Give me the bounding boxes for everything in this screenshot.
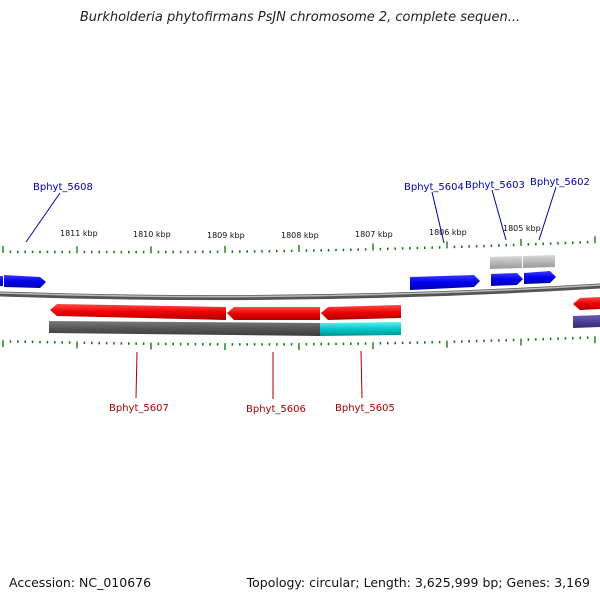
gene-bphyt-5607[interactable] <box>50 304 226 320</box>
gene-feature[interactable] <box>0 276 3 286</box>
gene-label-bphyt-5605[interactable]: Bphyt_5605 <box>335 403 395 414</box>
gene-label-bphyt-5608[interactable]: Bphyt_5608 <box>33 182 93 193</box>
gene-bphyt-5604[interactable] <box>410 275 480 290</box>
gene-label-bphyt-5607[interactable]: Bphyt_5607 <box>109 403 169 414</box>
reverse-gene-labels <box>135 350 363 399</box>
gene-bphyt-5602[interactable] <box>524 271 556 284</box>
gene-bphyt-5605[interactable] <box>321 305 401 320</box>
scale-label: 1805 kbp <box>503 224 541 233</box>
scale-label: 1806 kbp <box>429 228 467 237</box>
cds-feature <box>320 322 401 336</box>
scale-label: 1807 kbp <box>355 230 393 239</box>
gene-label-bphyt-5603[interactable]: Bphyt_5603 <box>465 180 525 191</box>
genome-summary-text: Topology: circular; Length: 3,625,999 bp… <box>246 575 590 590</box>
gene-bphyt-5606[interactable] <box>227 307 320 320</box>
pseudo-feature <box>523 255 555 268</box>
chromosome-backbone <box>0 283 600 301</box>
chromosome-backbone-highlight <box>0 284 600 298</box>
scale-labels: 1811 kbp 1810 kbp 1809 kbp 1808 kbp 1807… <box>60 224 541 240</box>
forward-gene-labels <box>25 186 557 244</box>
cds-feature <box>573 315 600 328</box>
gene-bphyt-5608[interactable] <box>4 275 46 288</box>
gene-label-bphyt-5604[interactable]: Bphyt_5604 <box>404 182 464 193</box>
map-title: Burkholderia phytofirmans PsJN chromosom… <box>79 10 521 25</box>
gene-label-bphyt-5602[interactable]: Bphyt_5602 <box>530 177 590 188</box>
scale-ticks-top <box>2 236 596 254</box>
cds-feature <box>49 321 320 336</box>
scale-label: 1810 kbp <box>133 230 171 239</box>
scale-ticks-bottom <box>2 336 596 351</box>
scale-label: 1809 kbp <box>207 231 245 240</box>
gene-label-bphyt-5606[interactable]: Bphyt_5606 <box>246 404 306 415</box>
scale-label: 1808 kbp <box>281 231 319 240</box>
pseudo-feature <box>490 256 522 269</box>
accession-text: Accession: NC_010676 <box>9 575 152 590</box>
gene-bphyt-5603[interactable] <box>491 273 523 286</box>
scale-label: 1811 kbp <box>60 229 98 238</box>
gene-feature[interactable] <box>573 297 600 310</box>
